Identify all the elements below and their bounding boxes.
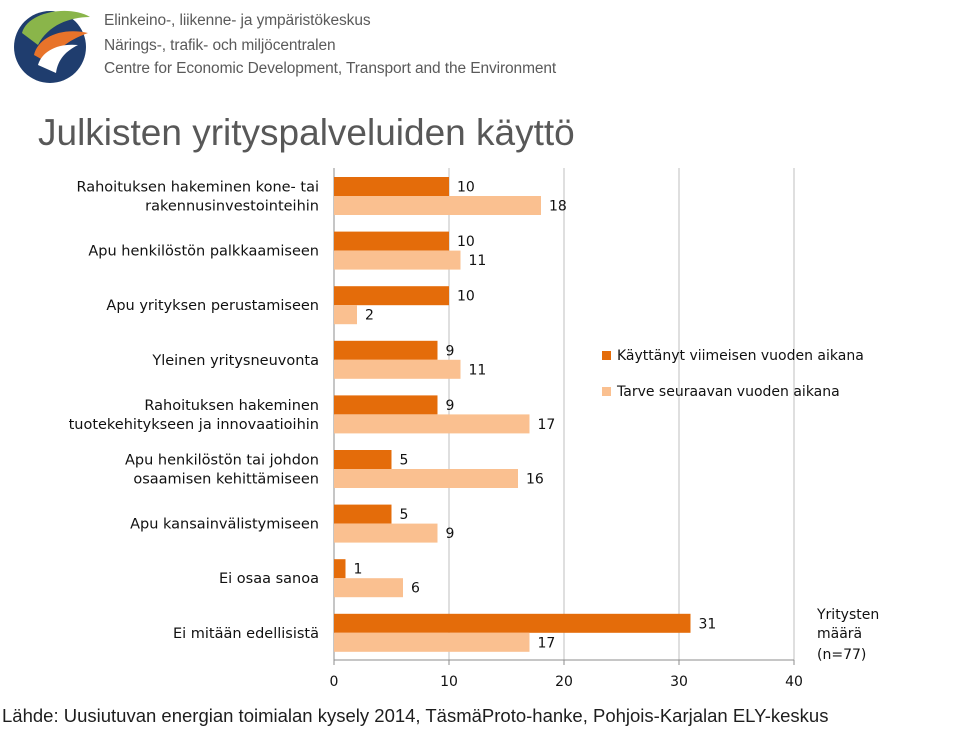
source-note: Lähde: Uusiutuvan energian toimialan kys… — [2, 705, 829, 726]
data-label: 17 — [538, 635, 556, 651]
bar-used — [334, 286, 449, 306]
category-label: Apu kansainvälistymiseen — [130, 517, 319, 533]
data-label: 10 — [457, 180, 475, 196]
category-label: osaamisen kehittämiseen — [133, 472, 319, 488]
bar-need — [334, 305, 357, 325]
category-label: Apu yrityksen perustamiseen — [106, 298, 319, 314]
category-label: Rahoituksen hakeminen kone- tai — [76, 180, 319, 196]
data-label: 2 — [365, 308, 374, 324]
x-tick-label: 0 — [330, 674, 339, 690]
data-label: 17 — [538, 417, 556, 433]
data-label: 9 — [446, 343, 455, 359]
data-label: 1 — [354, 562, 363, 578]
data-label: 10 — [457, 234, 475, 250]
bar-used — [334, 340, 438, 360]
bar-need — [334, 359, 461, 379]
ely-logo-icon — [14, 10, 90, 83]
sample-size-note: Yritysten — [816, 607, 879, 623]
bar-need — [334, 196, 541, 215]
data-label: 6 — [411, 581, 420, 597]
category-label: rakennusinvestointeihin — [145, 199, 319, 215]
legend-swatch — [602, 351, 611, 360]
x-tick-label: 10 — [440, 674, 458, 690]
sample-size-note: (n=77) — [817, 647, 866, 663]
data-label: 11 — [469, 362, 487, 378]
category-label: Apu henkilöstön tai johdon — [125, 453, 319, 469]
bar-chart: 0 10 20 30 40 Rahoituksen hakeminen kone- tai… — [69, 168, 879, 690]
data-label: 9 — [446, 526, 455, 542]
data-label: 16 — [526, 472, 544, 488]
bar-used — [334, 559, 346, 579]
bar-need — [334, 632, 530, 652]
sample-size-note: määrä — [817, 626, 862, 642]
bar-used — [334, 613, 691, 633]
bar-used — [334, 504, 392, 524]
x-tick-label: 30 — [670, 674, 688, 690]
data-label: 11 — [469, 253, 487, 269]
data-label: 5 — [400, 453, 409, 469]
org-name-finnish: Elinkeino-, liikenne- ja ympäristökeskus — [104, 12, 371, 29]
bar-need — [334, 469, 518, 488]
category-label: tuotekehitykseen ja innovaatioihin — [69, 417, 319, 433]
x-tick-label: 40 — [785, 674, 803, 690]
bar-used — [334, 450, 392, 469]
legend-swatch — [602, 387, 611, 396]
page-title: Julkisten yrityspalveluiden käyttö — [38, 112, 575, 153]
bar-need — [334, 250, 461, 270]
bar-used — [334, 177, 449, 196]
data-label: 9 — [446, 398, 455, 414]
data-label: 18 — [549, 199, 567, 215]
category-label: Rahoituksen hakeminen — [144, 398, 319, 414]
data-label: 5 — [400, 507, 409, 523]
bar-need — [334, 523, 438, 543]
category-label: Apu henkilöstön palkkaamiseen — [88, 244, 319, 260]
x-tick-label: 20 — [555, 674, 573, 690]
category-label: Ei mitään edellisistä — [173, 626, 319, 642]
bar-used — [334, 395, 438, 415]
category-label: Ei osaa sanoa — [219, 571, 319, 587]
category-label: Yleinen yritysneuvonta — [151, 353, 319, 369]
bar-used — [334, 231, 449, 251]
legend-label: Tarve seuraavan vuoden aikana — [616, 384, 840, 400]
data-label: 10 — [457, 289, 475, 305]
bar-need — [334, 414, 530, 434]
org-name-swedish: Närings-, trafik- och miljöcentralen — [104, 37, 336, 54]
data-label: 31 — [699, 616, 717, 632]
org-name-english: Centre for Economic Development, Transpo… — [104, 60, 557, 77]
legend-label: Käyttänyt viimeisen vuoden aikana — [617, 348, 864, 364]
bar-need — [334, 578, 403, 598]
